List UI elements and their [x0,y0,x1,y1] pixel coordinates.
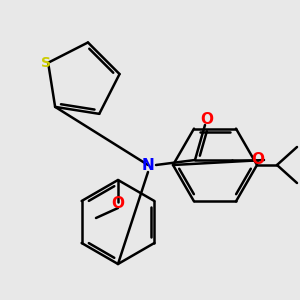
Text: O: O [251,152,265,167]
Text: S: S [41,56,51,70]
Text: O: O [200,112,214,127]
Text: O: O [112,196,124,211]
Text: N: N [142,158,154,172]
